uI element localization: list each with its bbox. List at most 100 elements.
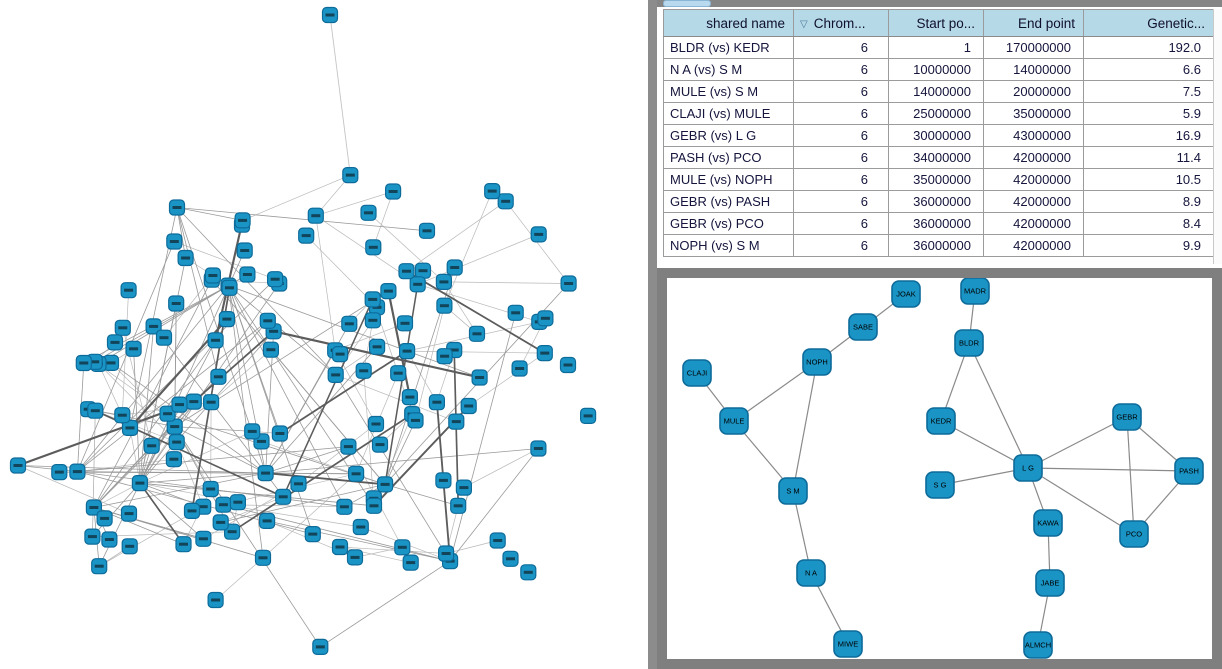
table-cell[interactable]: NOPH (vs) S M: [663, 234, 794, 257]
network-node[interactable]: [224, 523, 241, 540]
network-node[interactable]: [402, 554, 419, 571]
network-node[interactable]: [168, 295, 185, 312]
network-node[interactable]: [91, 558, 108, 575]
network-node-jabe[interactable]: JABE: [1035, 569, 1065, 597]
table-cell[interactable]: 6: [793, 58, 889, 81]
table-cell[interactable]: 10000000: [888, 58, 984, 81]
network-node[interactable]: [166, 233, 183, 250]
table-cell[interactable]: GEBR (vs) L G: [663, 124, 794, 147]
network-node[interactable]: [364, 291, 381, 308]
table-row[interactable]: MULE (vs) NOPH 6 35000000 42000000 10.5: [663, 168, 1214, 191]
network-node[interactable]: [401, 389, 418, 406]
network-node[interactable]: [341, 315, 358, 332]
table-cell[interactable]: 6: [793, 124, 889, 147]
network-node[interactable]: [254, 549, 272, 566]
table-cell[interactable]: 10.5: [1083, 168, 1214, 191]
network-node[interactable]: [101, 531, 118, 548]
network-node[interactable]: [448, 413, 465, 430]
network-node[interactable]: [414, 262, 432, 279]
node-shape[interactable]: [891, 280, 921, 308]
network-node-n-a[interactable]: N A: [796, 559, 826, 587]
network-node[interactable]: [298, 227, 315, 244]
network-node[interactable]: [259, 312, 276, 329]
table-cell[interactable]: 9.9: [1083, 234, 1214, 257]
network-node-kedr[interactable]: KEDR: [926, 407, 956, 435]
network-node[interactable]: [312, 638, 329, 656]
network-node[interactable]: [259, 512, 276, 530]
node-shape[interactable]: [719, 407, 749, 435]
table-cell[interactable]: 20000000: [983, 80, 1084, 103]
network-node[interactable]: [271, 425, 288, 442]
table-cell[interactable]: 42000000: [983, 234, 1084, 257]
network-node[interactable]: [450, 497, 467, 514]
node-shape[interactable]: [1174, 457, 1204, 485]
scrollbar-thumb-icon[interactable]: [663, 0, 711, 7]
filtered-network-view[interactable]: JOAK SABE NOPH CLAJI MULE S M N A MIWE MADR BLDR K…: [657, 268, 1222, 669]
network-node[interactable]: [307, 207, 324, 224]
network-node-madr[interactable]: MADR: [960, 278, 990, 305]
network-node[interactable]: [398, 263, 415, 280]
network-node[interactable]: [234, 212, 251, 229]
node-shape[interactable]: [1023, 631, 1053, 659]
table-cell[interactable]: 35000000: [983, 102, 1084, 125]
table-cell[interactable]: GEBR (vs) PASH: [663, 190, 794, 213]
node-shape[interactable]: [926, 407, 956, 435]
table-cell[interactable]: GEBR (vs) PCO: [663, 212, 794, 235]
table-cell[interactable]: 7.5: [1083, 80, 1214, 103]
network-node-joak[interactable]: JOAK: [891, 280, 921, 308]
network-node[interactable]: [407, 412, 424, 429]
network-node[interactable]: [204, 267, 221, 284]
table-cell[interactable]: MULE (vs) S M: [663, 80, 794, 103]
network-node[interactable]: [203, 394, 220, 411]
table-cell[interactable]: 34000000: [888, 146, 984, 169]
network-node[interactable]: [51, 464, 68, 481]
network-node[interactable]: [125, 340, 142, 357]
network-node[interactable]: [177, 249, 194, 267]
node-shape[interactable]: [954, 329, 984, 357]
network-node[interactable]: [364, 312, 381, 329]
network-node[interactable]: [229, 494, 246, 511]
table-row[interactable]: GEBR (vs) PASH 6 36000000 42000000 8.9: [663, 190, 1214, 213]
network-node[interactable]: [121, 538, 138, 555]
network-node[interactable]: [75, 354, 92, 372]
network-node[interactable]: [239, 266, 256, 283]
table-cell[interactable]: 5.9: [1083, 102, 1214, 125]
network-node[interactable]: [360, 204, 377, 221]
table-cell[interactable]: 6: [793, 36, 889, 59]
network-node[interactable]: [369, 338, 386, 355]
network-node[interactable]: [507, 304, 524, 321]
network-node[interactable]: [346, 549, 364, 566]
network-node[interactable]: [371, 436, 389, 453]
network-node[interactable]: [390, 365, 407, 382]
network-node[interactable]: [385, 183, 402, 200]
network-node[interactable]: [455, 479, 472, 496]
network-node[interactable]: [87, 402, 104, 419]
vertical-scrollbar-track[interactable]: [1213, 9, 1222, 264]
network-node[interactable]: [471, 369, 488, 386]
network-node[interactable]: [438, 545, 455, 562]
table-cell[interactable]: 42000000: [983, 212, 1084, 235]
network-node[interactable]: [436, 348, 453, 365]
node-shape[interactable]: [1119, 520, 1149, 548]
network-node[interactable]: [120, 282, 137, 299]
network-node[interactable]: [331, 538, 349, 556]
table-cell[interactable]: 6: [793, 168, 889, 191]
left-network-svg[interactable]: [0, 0, 648, 669]
network-node[interactable]: [114, 407, 131, 424]
network-node[interactable]: [212, 514, 229, 531]
table-row[interactable]: N A (vs) S M 6 10000000 14000000 6.6: [663, 58, 1214, 81]
network-node[interactable]: [185, 393, 202, 410]
network-node[interactable]: [171, 396, 188, 413]
network-node[interactable]: [321, 6, 339, 24]
node-shape[interactable]: [682, 359, 712, 387]
network-node[interactable]: [446, 259, 463, 276]
filter-icon[interactable]: ▽: [800, 18, 808, 30]
network-node-miwe[interactable]: MIWE: [833, 630, 863, 658]
network-node[interactable]: [244, 423, 261, 440]
node-shape[interactable]: [848, 313, 878, 341]
table-cell[interactable]: 42000000: [983, 190, 1084, 213]
table-cell[interactable]: PASH (vs) PCO: [663, 146, 794, 169]
network-node[interactable]: [145, 318, 162, 335]
horizontal-scrollbar[interactable]: [657, 0, 1222, 7]
network-node-gebr[interactable]: GEBR: [1112, 403, 1142, 431]
